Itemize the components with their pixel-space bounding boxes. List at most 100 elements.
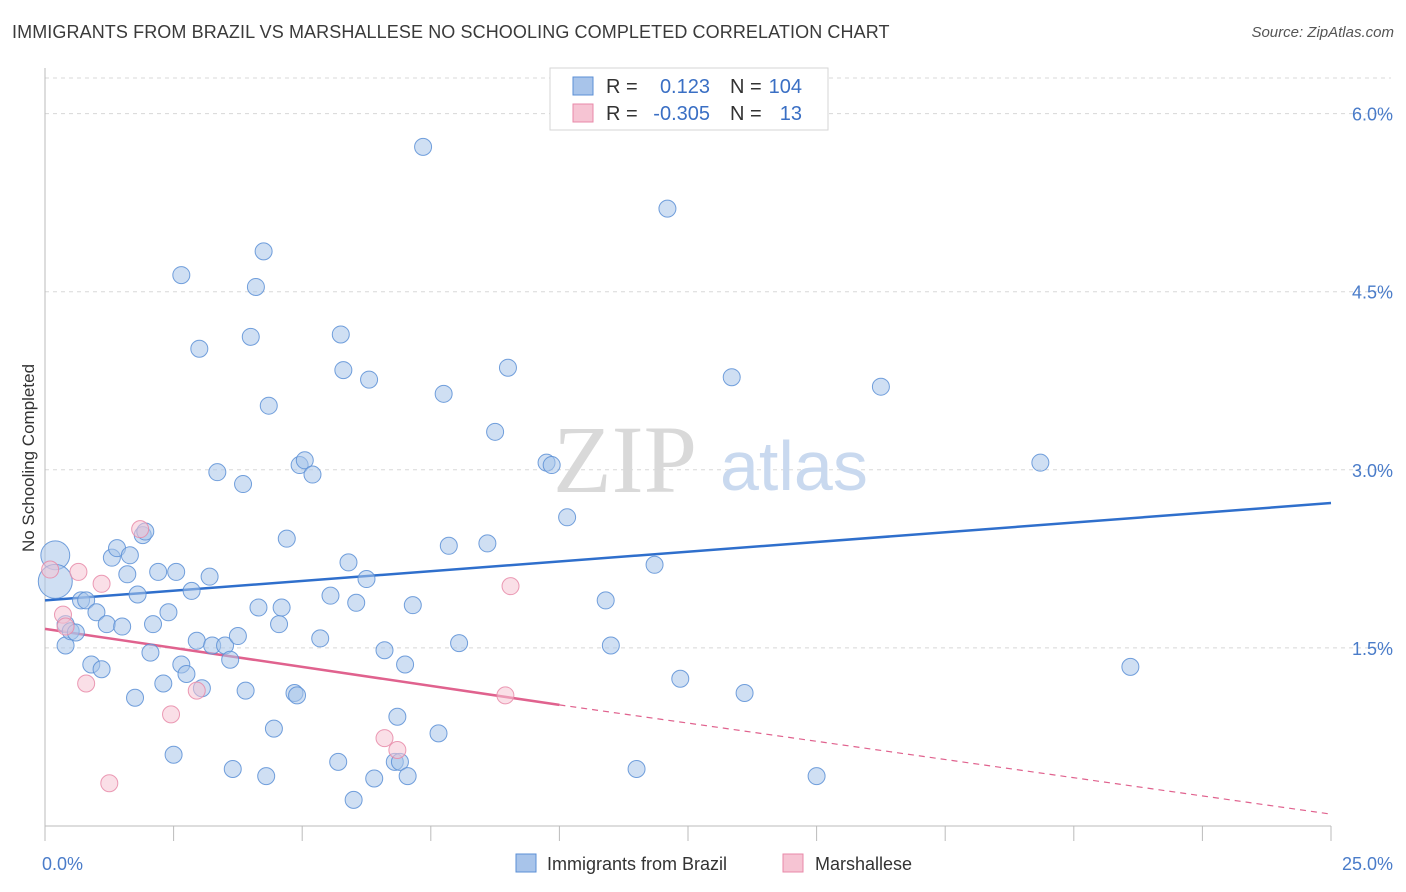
point-marshallese [131, 520, 150, 539]
point-brazil [141, 643, 160, 662]
point-brazil [360, 370, 379, 389]
legend-box [549, 67, 829, 131]
point-brazil [187, 631, 206, 650]
legend-swatch-marshallese [572, 103, 594, 123]
point-brazil [478, 534, 497, 553]
point-brazil [254, 242, 273, 261]
point-brazil [208, 463, 227, 482]
legend-n-label: N = [730, 76, 762, 98]
bottom-legend-swatch-marshallese [782, 853, 804, 873]
point-brazil [486, 422, 505, 441]
point-brazil [439, 536, 458, 555]
point-brazil [234, 475, 253, 494]
y-tick-label: 4.5% [1352, 283, 1393, 303]
point-brazil [388, 707, 407, 726]
point-brazil [257, 767, 276, 786]
legend-r-value-brazil: 0.123 [660, 76, 710, 98]
trend-lines [44, 501, 1332, 815]
point-brazil [113, 617, 132, 636]
point-marshallese [501, 577, 520, 596]
point-marshallese [100, 774, 119, 793]
point-brazil [270, 615, 289, 634]
point-brazil [403, 596, 422, 615]
point-brazil [303, 465, 322, 484]
point-brazil [236, 681, 255, 700]
point-brazil [365, 769, 384, 788]
point-brazil [249, 598, 268, 617]
point-brazil [645, 555, 664, 574]
point-brazil [159, 603, 178, 622]
point-brazil [228, 627, 247, 646]
point-marshallese [77, 674, 96, 693]
source-credit: Source: ZipAtlas.com [1251, 24, 1394, 41]
point-brazil [375, 641, 394, 660]
legend-n-value-brazil: 104 [769, 76, 802, 98]
point-brazil [334, 361, 353, 380]
bottom-legend-label-brazil: Immigrants from Brazil [547, 854, 727, 874]
point-brazil [295, 451, 314, 470]
chart-title: IMMIGRANTS FROM BRAZIL VS MARSHALLESE NO… [12, 22, 890, 42]
point-marshallese [162, 705, 181, 724]
point-brazil [596, 591, 615, 610]
point-brazil [627, 760, 646, 779]
data-points [37, 137, 1140, 809]
point-brazil [259, 396, 278, 415]
point-brazil [671, 669, 690, 688]
point-brazil [149, 562, 168, 581]
point-marshallese [375, 729, 394, 748]
point-brazil [450, 634, 469, 653]
point-brazil [722, 368, 741, 387]
point-brazil [344, 790, 363, 809]
point-brazil [398, 767, 417, 786]
point-brazil [221, 650, 240, 669]
correlation-legend: R = 0.123 N = 104 R = -0.305 N = 13 [549, 67, 829, 131]
legend-r-label: R = [606, 76, 638, 98]
point-brazil [92, 660, 111, 679]
legend-n-value-marshallese: 13 [780, 103, 802, 125]
point-brazil [331, 325, 350, 344]
point-brazil [167, 562, 186, 581]
watermark: ZIP atlas [553, 406, 868, 513]
point-brazil [339, 553, 358, 572]
point-brazil [120, 546, 139, 565]
y-axis-label: No Schooling Completed [19, 364, 38, 552]
point-brazil [97, 615, 116, 634]
point-marshallese [41, 560, 60, 579]
point-brazil [223, 760, 242, 779]
point-brazil [277, 529, 296, 548]
point-brazil [246, 277, 265, 296]
point-brazil [558, 508, 577, 527]
y-tick-label: 3.0% [1352, 461, 1393, 481]
point-brazil [321, 586, 340, 605]
point-brazil [200, 567, 219, 586]
point-brazil [144, 615, 163, 634]
point-brazil [118, 565, 137, 584]
point-brazil [264, 719, 283, 738]
point-brazil [288, 686, 307, 705]
x-tick-label: 25.0% [1342, 854, 1393, 874]
legend-r-label: R = [606, 103, 638, 125]
point-brazil [429, 724, 448, 743]
point-brazil [498, 358, 517, 377]
point-brazil [190, 339, 209, 358]
trend-line-brazil [44, 501, 1332, 602]
x-tick-label: 0.0% [42, 854, 83, 874]
series-legend: Immigrants from Brazil Marshallese [515, 853, 912, 874]
point-marshallese [69, 562, 88, 581]
point-marshallese [496, 686, 515, 705]
watermark-atlas: atlas [720, 427, 868, 505]
legend-n-label: N = [730, 103, 762, 125]
point-brazil [658, 199, 677, 218]
legend-r-value-marshallese: -0.305 [653, 103, 710, 125]
point-brazil [177, 665, 196, 684]
point-brazil [414, 137, 433, 156]
point-brazil [154, 674, 173, 693]
point-marshallese [187, 681, 206, 700]
point-brazil [128, 585, 147, 604]
legend-swatch-brazil [572, 76, 594, 96]
grid-lines [45, 77, 1391, 649]
bottom-legend-swatch-brazil [515, 853, 537, 873]
point-brazil [396, 655, 415, 674]
point-brazil [601, 636, 620, 655]
